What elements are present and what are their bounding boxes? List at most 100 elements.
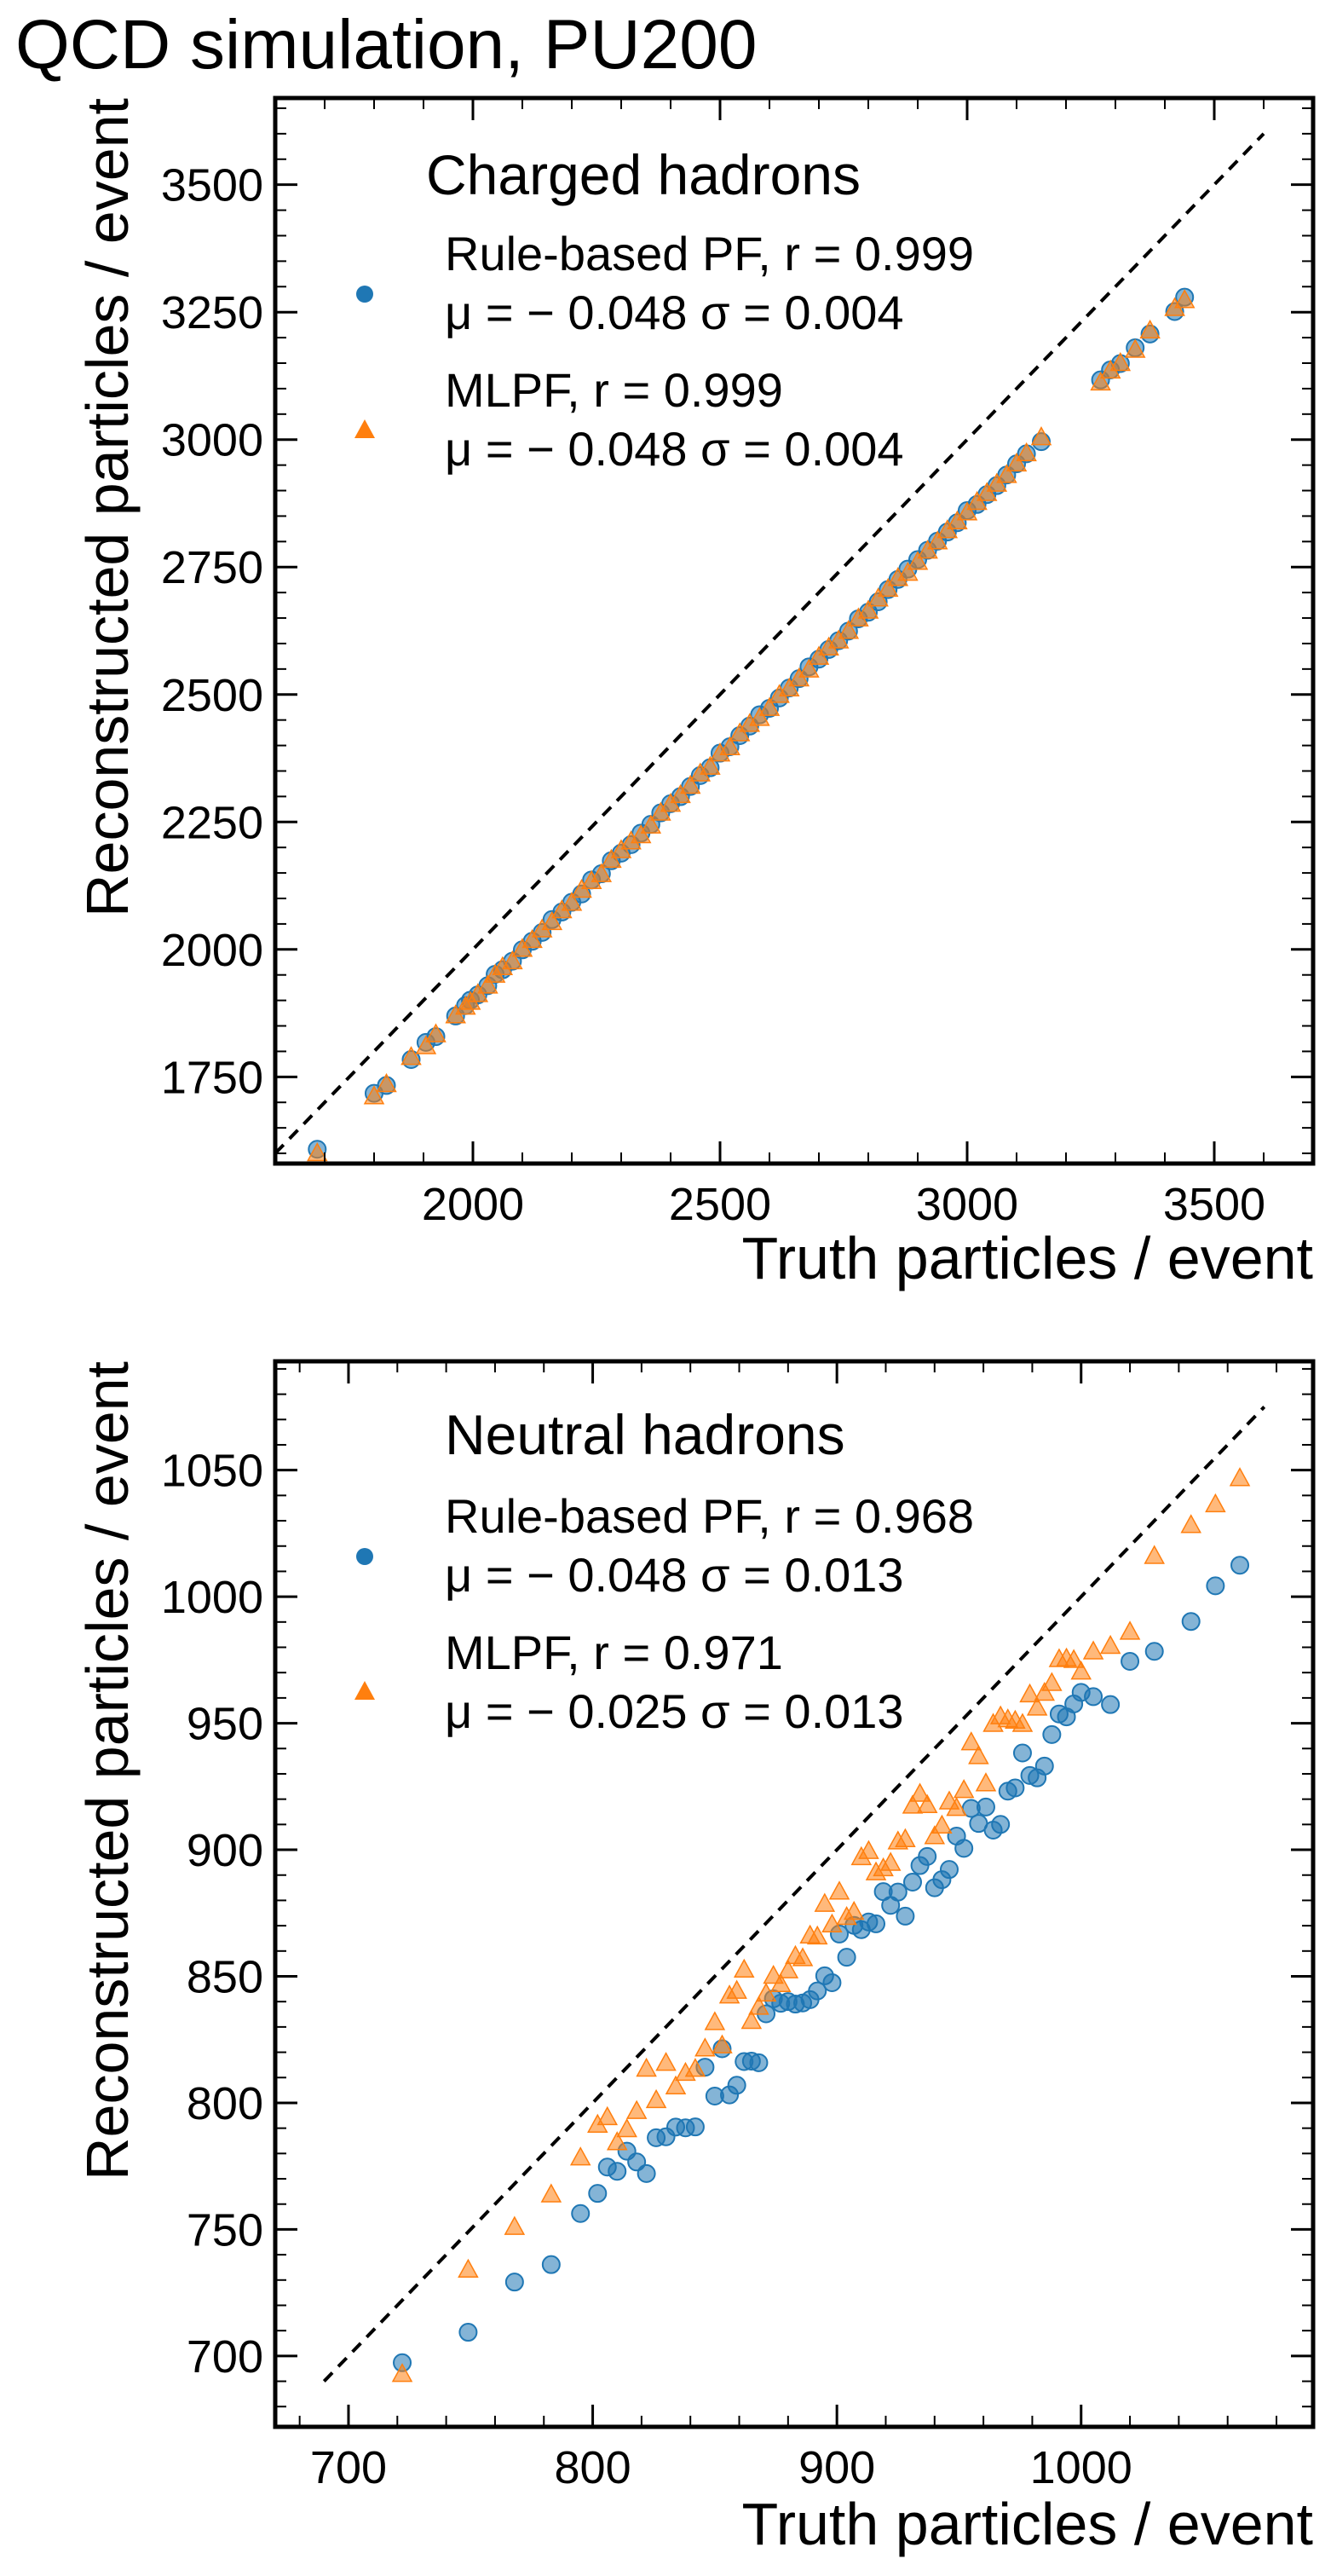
- data-point-mlpf: [916, 1793, 938, 1813]
- legend-marker-mlpf: [354, 1681, 375, 1700]
- data-point-rule-based: [504, 2273, 524, 2292]
- legend-marker-mlpf: [354, 419, 375, 438]
- y-tick-label: 1750: [161, 1052, 263, 1103]
- legend-stats-mlpf: μ = − 0.025 σ = 0.013: [445, 1684, 904, 1738]
- data-point-mlpf: [684, 2058, 706, 2077]
- data-point-rule-based: [896, 1906, 915, 1926]
- data-point-mlpf: [953, 1779, 975, 1799]
- data-point-mlpf: [857, 599, 879, 619]
- y-tick-label: 2500: [161, 670, 263, 721]
- data-point-mlpf: [601, 848, 622, 869]
- y-tick-label: 850: [187, 1951, 263, 2002]
- data-point-mlpf: [640, 814, 662, 834]
- y-tick-label: 950: [187, 1699, 263, 1750]
- y-tick-label: 700: [187, 2331, 263, 2383]
- data-point-mlpf: [1019, 1683, 1040, 1703]
- data-point-mlpf: [630, 823, 652, 844]
- legend-label-rule-based: Rule-based PF, r = 0.968: [445, 1489, 974, 1543]
- data-point-mlpf: [792, 1947, 814, 1967]
- data-point-mlpf: [1034, 1681, 1056, 1701]
- data-point-mlpf: [1082, 1640, 1104, 1660]
- y-tick-label: 2000: [161, 925, 263, 976]
- data-point-mlpf: [719, 736, 740, 755]
- data-point-mlpf: [733, 1958, 755, 1978]
- data-point-mlpf: [778, 677, 800, 697]
- data-point-rule-based: [588, 2184, 608, 2203]
- data-point-mlpf: [924, 1825, 946, 1845]
- data-point-mlpf: [704, 2011, 726, 2030]
- data-point-mlpf: [425, 1023, 447, 1043]
- data-point-mlpf: [1144, 1545, 1165, 1564]
- data-point-rule-based: [1084, 1687, 1103, 1707]
- data-point-rule-based: [1230, 1556, 1250, 1575]
- data-point-mlpf: [755, 1982, 777, 2002]
- diagonal-reference-line: [274, 132, 1265, 1155]
- y-tick-label: 2250: [161, 797, 263, 848]
- x-tick-label: 3000: [916, 1179, 1018, 1230]
- y-tick-label: 750: [187, 2204, 263, 2255]
- data-point-rule-based: [1181, 1612, 1201, 1632]
- x-tick-label: 3500: [1163, 1179, 1265, 1230]
- data-point-mlpf: [838, 620, 860, 639]
- y-tick-label: 800: [187, 2078, 263, 2129]
- data-point-mlpf: [606, 2131, 628, 2151]
- data-point-mlpf: [827, 629, 850, 649]
- legend-stats-rule-based: μ = − 0.048 σ = 0.013: [445, 1548, 904, 1602]
- data-point-mlpf: [798, 658, 820, 678]
- x-tick-label: 1000: [1030, 2442, 1132, 2493]
- data-point-rule-based: [571, 2203, 591, 2223]
- data-point-mlpf: [946, 1797, 967, 1816]
- legend-label-rule-based: Rule-based PF, r = 0.999: [445, 227, 974, 280]
- data-point-mlpf: [769, 1972, 792, 1993]
- y-tick-label: 1050: [161, 1446, 263, 1497]
- y-tick-label: 2750: [161, 542, 263, 593]
- data-point-mlpf: [1099, 1634, 1121, 1655]
- data-point-rule-based: [637, 2163, 656, 2183]
- data-point-rule-based: [991, 1815, 1011, 1834]
- data-point-mlpf: [902, 1794, 924, 1814]
- data-point-rule-based: [867, 1914, 886, 1933]
- data-point-mlpf: [926, 530, 948, 550]
- data-point-rule-based: [1005, 1778, 1025, 1798]
- y-axis-label: Reconstructed particles / event: [74, 1361, 141, 2180]
- data-point-rule-based: [976, 1797, 995, 1816]
- data-point-mlpf: [1011, 1713, 1034, 1732]
- data-point-mlpf: [645, 2088, 667, 2109]
- x-axis-label: Truth particles / event: [742, 1225, 1313, 1291]
- data-point-mlpf: [1090, 371, 1111, 391]
- diagonal-reference-line: [322, 1406, 1266, 2383]
- legend-title: Charged hadrons: [426, 143, 861, 206]
- x-tick-label: 2000: [422, 1179, 524, 1230]
- data-point-mlpf: [843, 1900, 865, 1920]
- data-point-mlpf: [931, 1814, 953, 1834]
- data-point-mlpf: [1229, 1467, 1251, 1487]
- data-point-mlpf: [975, 1772, 997, 1792]
- data-point-mlpf: [1041, 1672, 1063, 1691]
- data-point-mlpf: [596, 2105, 619, 2126]
- data-point-mlpf: [1070, 1661, 1092, 1680]
- data-point-mlpf: [569, 2146, 591, 2166]
- panel-charged-hadrons: 2000 2500 3000 3500 1750 2000 2250 2500 2750 3000…: [74, 95, 1316, 1291]
- data-point-mlpf: [1205, 1493, 1226, 1513]
- data-point-rule-based: [918, 1846, 937, 1866]
- data-point-mlpf: [1119, 1620, 1141, 1640]
- data-point-mlpf: [895, 1828, 916, 1847]
- data-point-mlpf: [625, 2099, 648, 2119]
- data-point-mlpf: [1026, 1696, 1048, 1716]
- data-point-mlpf: [897, 562, 919, 581]
- data-point-mlpf: [907, 551, 929, 570]
- data-point-mlpf: [814, 1892, 836, 1912]
- data-point-mlpf: [400, 1046, 422, 1066]
- data-point-rule-based: [749, 2053, 769, 2072]
- data-point-mlpf: [655, 2052, 677, 2071]
- legend-stats-mlpf: μ = − 0.048 σ = 0.004: [445, 422, 904, 476]
- data-point-mlpf: [415, 1035, 437, 1054]
- data-point-mlpf: [1180, 1514, 1201, 1533]
- data-point-mlpf: [694, 2037, 716, 2057]
- data-point-rule-based: [954, 1839, 974, 1858]
- plot-frame-top: [273, 95, 1316, 1166]
- data-point-mlpf: [858, 1840, 879, 1859]
- data-point-mlpf: [1139, 319, 1161, 339]
- data-point-mlpf: [502, 950, 523, 970]
- y-tick-label: 1000: [161, 1572, 263, 1623]
